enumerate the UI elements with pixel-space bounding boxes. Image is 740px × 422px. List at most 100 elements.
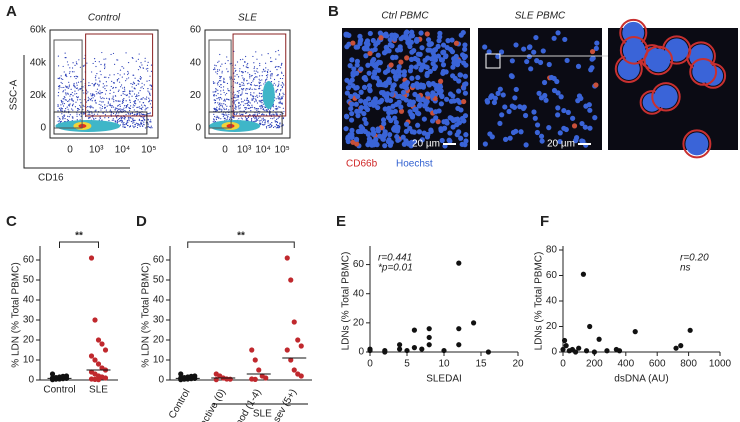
event-dot <box>150 70 153 72</box>
y-tick-label: 30 <box>23 315 35 326</box>
cell <box>400 89 407 96</box>
event-dot <box>139 75 142 78</box>
event-dot <box>62 117 64 119</box>
event-dot <box>68 81 70 83</box>
event-dot <box>100 97 102 100</box>
event-dot <box>215 95 217 97</box>
cell <box>344 44 350 50</box>
event-dot <box>279 106 281 108</box>
event-dot <box>275 105 277 107</box>
event-dot <box>135 122 137 124</box>
cell <box>361 75 367 81</box>
event-dot <box>234 100 236 102</box>
event-dot <box>63 115 65 118</box>
cell <box>375 104 381 111</box>
event-dot <box>220 93 222 95</box>
event-dot <box>108 119 110 122</box>
event-dot <box>246 80 248 82</box>
event-dot <box>261 79 263 81</box>
event-dot <box>62 118 64 120</box>
cell <box>482 141 488 147</box>
event-dot <box>63 71 65 73</box>
event-dot <box>277 117 279 120</box>
event-dot <box>97 83 99 85</box>
event-dot <box>224 81 226 83</box>
event-dot <box>120 84 123 86</box>
event-dot <box>100 74 102 76</box>
event-dot <box>260 93 263 95</box>
cell <box>533 34 539 41</box>
cell <box>396 64 402 70</box>
event-dot <box>116 110 119 112</box>
data-point <box>560 346 566 353</box>
event-dot <box>275 58 277 60</box>
cell <box>454 116 461 122</box>
cell <box>435 119 441 125</box>
event-dot <box>278 125 280 127</box>
event-dot <box>222 115 224 118</box>
event-dot <box>228 113 230 116</box>
event-dot <box>127 70 129 73</box>
event-dot <box>245 87 247 90</box>
event-dot <box>74 106 77 108</box>
event-dot <box>102 97 104 99</box>
event-dot <box>245 112 247 115</box>
event-dot <box>128 118 130 120</box>
event-dot <box>113 74 115 76</box>
event-dot <box>121 117 123 119</box>
event-dot <box>215 110 217 112</box>
event-dot <box>253 78 255 80</box>
event-dot <box>138 123 140 126</box>
event-dot <box>279 100 281 102</box>
event-dot <box>263 114 265 116</box>
cell <box>539 138 545 144</box>
event-dot <box>278 126 281 128</box>
cell <box>343 126 349 132</box>
event-dot <box>89 105 92 107</box>
event-dot <box>247 62 249 65</box>
event-dot <box>128 107 131 110</box>
event-dot <box>229 78 231 80</box>
event-dot <box>247 88 249 90</box>
cell <box>354 108 360 114</box>
event-dot <box>131 57 133 59</box>
cell <box>408 56 415 62</box>
event-dot <box>77 81 80 83</box>
cell <box>565 109 571 115</box>
y-axis-label: LDNs (% Total PBMC) <box>534 252 545 351</box>
cell <box>398 59 404 65</box>
event-dot <box>122 99 124 101</box>
cell <box>579 120 585 127</box>
event-dot <box>249 77 251 79</box>
event-dot <box>220 76 222 78</box>
event-dot <box>245 99 248 101</box>
cell <box>440 62 447 68</box>
y-tick-label: 40 <box>546 296 558 307</box>
cell <box>456 88 462 94</box>
event-dot <box>133 93 136 95</box>
cell <box>643 45 674 76</box>
event-dot <box>99 107 101 109</box>
event-dot <box>219 106 221 108</box>
cell <box>378 35 384 41</box>
event-dot <box>275 51 277 53</box>
event-dot <box>132 90 134 92</box>
event-dot <box>124 126 126 128</box>
event-dot <box>111 106 113 108</box>
y-tick-label: 0 <box>158 375 164 386</box>
event-dot <box>64 117 66 120</box>
cell <box>383 82 389 88</box>
x-tick-label: 10⁴ <box>255 145 270 156</box>
cell <box>586 102 592 108</box>
event-dot <box>221 63 223 65</box>
event-dot <box>256 94 258 96</box>
event-dot <box>123 88 126 90</box>
event-dot <box>92 116 94 118</box>
event-dot <box>242 72 244 74</box>
event-dot <box>142 101 145 104</box>
cell <box>421 116 427 122</box>
event-dot <box>73 76 76 78</box>
event-dot <box>221 103 223 105</box>
event-dot <box>139 65 141 68</box>
cell <box>451 60 457 66</box>
